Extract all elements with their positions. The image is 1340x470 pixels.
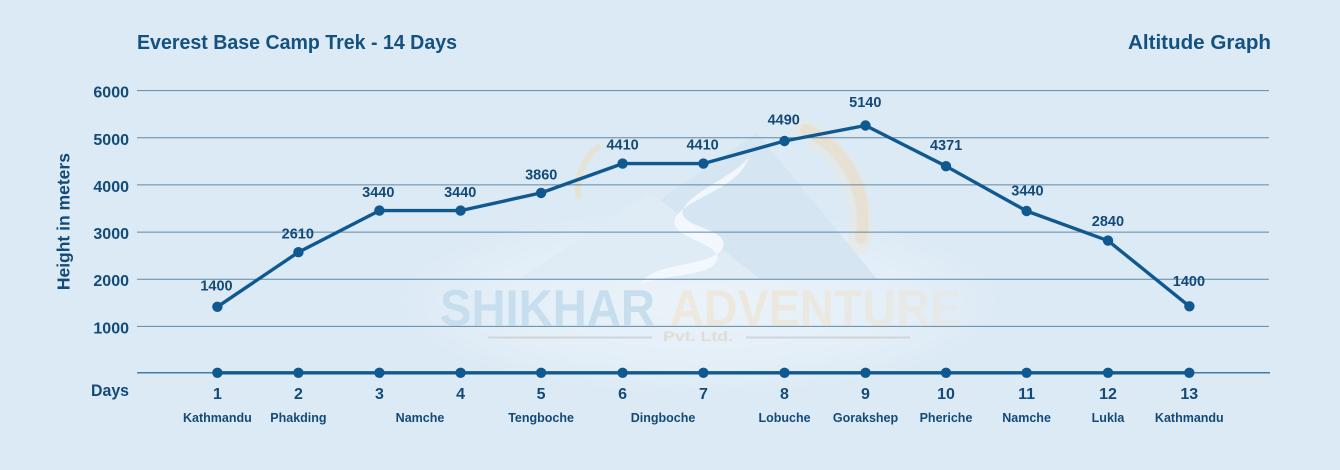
svg-text:5: 5 — [537, 386, 546, 403]
svg-text:Namche: Namche — [396, 411, 445, 425]
svg-text:ADVENTURE: ADVENTURE — [670, 280, 961, 337]
svg-text:1400: 1400 — [1173, 274, 1205, 290]
svg-text:SHIKHAR: SHIKHAR — [440, 280, 655, 337]
svg-text:Gorakshep: Gorakshep — [833, 411, 899, 425]
svg-text:Everest Base Camp Trek - 14 Da: Everest Base Camp Trek - 14 Days — [137, 32, 457, 54]
svg-text:Days: Days — [91, 381, 129, 400]
svg-text:2840: 2840 — [1092, 214, 1124, 230]
svg-text:4000: 4000 — [93, 179, 129, 196]
svg-text:Phakding: Phakding — [270, 411, 326, 425]
svg-text:Dingboche: Dingboche — [631, 411, 696, 425]
svg-text:4490: 4490 — [768, 113, 800, 129]
svg-text:Kathmandu: Kathmandu — [183, 411, 252, 425]
svg-text:Altitude Graph: Altitude Graph — [1128, 32, 1271, 54]
svg-text:Lobuche: Lobuche — [758, 411, 810, 425]
svg-text:13: 13 — [1180, 386, 1198, 403]
svg-text:Pvt. Ltd.: Pvt. Ltd. — [663, 329, 733, 344]
svg-text:1: 1 — [213, 386, 222, 403]
svg-text:Tengboche: Tengboche — [508, 411, 574, 425]
svg-text:5000: 5000 — [93, 132, 129, 149]
svg-text:4371: 4371 — [930, 138, 962, 154]
svg-text:7: 7 — [699, 386, 708, 403]
svg-text:4410: 4410 — [686, 138, 718, 154]
svg-text:3440: 3440 — [1011, 184, 1043, 200]
svg-text:Namche: Namche — [1002, 411, 1051, 425]
svg-text:3440: 3440 — [444, 185, 476, 201]
svg-text:3860: 3860 — [525, 168, 557, 184]
svg-text:Lukla: Lukla — [1092, 411, 1126, 425]
svg-text:1400: 1400 — [200, 278, 232, 294]
svg-text:10: 10 — [937, 386, 955, 403]
svg-text:9: 9 — [861, 386, 870, 403]
svg-text:4: 4 — [456, 386, 465, 403]
svg-text:5140: 5140 — [849, 95, 881, 111]
svg-text:11: 11 — [1018, 386, 1035, 403]
svg-text:2: 2 — [294, 386, 303, 403]
svg-text:Kathmandu: Kathmandu — [1155, 411, 1224, 425]
svg-text:1000: 1000 — [93, 320, 129, 337]
svg-text:3000: 3000 — [93, 226, 129, 243]
svg-text:12: 12 — [1099, 386, 1117, 403]
svg-text:6000: 6000 — [93, 85, 129, 102]
svg-text:8: 8 — [780, 386, 789, 403]
svg-text:2000: 2000 — [93, 273, 129, 290]
svg-text:Pheriche: Pheriche — [920, 411, 973, 425]
svg-text:6: 6 — [618, 386, 627, 403]
svg-text:3: 3 — [375, 386, 384, 403]
svg-text:2610: 2610 — [282, 227, 314, 243]
svg-text:4410: 4410 — [606, 137, 638, 153]
svg-text:Height in meters: Height in meters — [54, 153, 74, 290]
svg-text:3440: 3440 — [362, 185, 394, 201]
